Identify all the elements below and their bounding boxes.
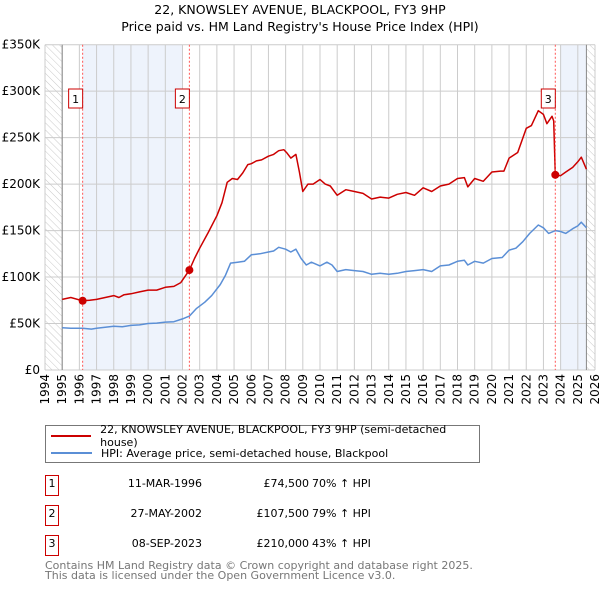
no-data-region	[45, 44, 63, 370]
sale-date: 27-MAY-2002	[130, 507, 202, 520]
footer-copyright: Contains HM Land Registry data © Crown c…	[45, 559, 473, 572]
sale-point	[551, 170, 560, 179]
x-tick-label: 2020	[485, 374, 499, 405]
x-tick-label: 2000	[141, 374, 155, 405]
x-tick-label: 2015	[399, 374, 413, 405]
sale-price: £210,000	[256, 537, 310, 550]
sale-date: 08-SEP-2023	[131, 537, 202, 550]
y-tick-label: £100K	[2, 270, 42, 284]
x-tick-label: 2003	[193, 374, 207, 405]
sale-hpi-change: 43% ↑ HPI	[312, 537, 371, 550]
x-tick-label: 2018	[451, 374, 465, 405]
x-tick-label: 2005	[227, 374, 241, 405]
sale-row: 3 08-SEP-2023 £210,000 43% ↑ HPI	[45, 535, 445, 557]
hpi-line	[62, 221, 587, 330]
sale-point	[185, 266, 194, 275]
x-tick-label: 2002	[176, 374, 190, 405]
x-tick-label: 2008	[279, 374, 293, 405]
x-tick-label: 2012	[347, 374, 361, 405]
x-tick-label: 1997	[90, 374, 104, 405]
sale-price: £74,500	[263, 477, 310, 490]
legend-label: HPI: Average price, semi-detached house,…	[101, 446, 389, 460]
x-tick-label: 1994	[38, 374, 52, 405]
legend-swatch-red	[51, 435, 92, 437]
sale-label-box	[68, 88, 84, 109]
x-tick-label: 2006	[244, 374, 258, 405]
x-tick-label: 2022	[519, 374, 533, 405]
sale-label: 3	[545, 93, 552, 106]
property-price-line	[62, 109, 588, 302]
chart-title: 22, KNOWSLEY AVENUE, BLACKPOOL, FY3 9HP	[154, 2, 446, 17]
sale-number-badge: 2	[45, 505, 59, 526]
shaded-period	[82, 44, 184, 370]
x-tick-label: 1998	[107, 374, 121, 405]
sale-label: 1	[72, 93, 79, 106]
y-tick-label: £150K	[2, 224, 42, 238]
no-data-region	[586, 44, 595, 370]
x-tick-label: 2011	[330, 374, 344, 405]
x-tick-label: 1995	[55, 374, 69, 405]
x-tick-label: 2025	[571, 374, 585, 405]
y-tick-label: £0	[25, 363, 40, 377]
sale-number-badge: 3	[45, 535, 59, 556]
footer-licence: This data is licensed under the Open Gov…	[45, 569, 396, 582]
legend-item-hpi: HPI: Average price, semi-detached house,…	[46, 445, 388, 461]
sale-hpi-change: 70% ↑ HPI	[312, 477, 371, 490]
x-tick-label: 2021	[502, 374, 516, 405]
x-tick-label: 2016	[416, 374, 430, 405]
x-tick-label: 2009	[296, 374, 310, 405]
chart-subtitle: Price paid vs. HM Land Registry's House …	[121, 19, 479, 34]
x-tick-label: 2004	[210, 374, 224, 405]
y-tick-label: £50K	[9, 317, 41, 331]
sale-label-box	[174, 88, 190, 109]
x-tick-label: 2007	[261, 374, 275, 405]
y-tick-label: £200K	[2, 177, 42, 191]
x-tick-label: 2001	[158, 374, 172, 405]
sale-row: 1 11-MAR-1996 £74,500 70% ↑ HPI	[45, 475, 445, 497]
sale-price: £107,500	[256, 507, 310, 520]
legend-label: 22, KNOWSLEY AVENUE, BLACKPOOL, FY3 9HP …	[100, 423, 447, 449]
x-tick-label: 1996	[72, 374, 86, 405]
legend-swatch-blue	[51, 452, 92, 454]
legend: 22, KNOWSLEY AVENUE, BLACKPOOL, FY3 9HP …	[45, 423, 480, 463]
sale-date: 11-MAR-1996	[127, 477, 202, 490]
sale-label-box	[540, 88, 556, 109]
y-tick-label: £350K	[2, 38, 42, 52]
y-tick-label: £300K	[2, 84, 42, 98]
sale-point	[78, 296, 87, 305]
x-tick-label: 2023	[536, 374, 550, 405]
shaded-period	[559, 44, 587, 370]
x-tick-label: 2014	[382, 374, 396, 405]
sale-number-badge: 1	[45, 475, 59, 496]
y-tick-label: £250K	[2, 131, 42, 145]
x-tick-label: 2010	[313, 374, 327, 405]
sale-hpi-change: 79% ↑ HPI	[312, 507, 371, 520]
x-tick-label: 2026	[588, 374, 600, 405]
sale-row: 2 27-MAY-2002 £107,500 79% ↑ HPI	[45, 505, 445, 527]
legend-item-property: 22, KNOWSLEY AVENUE, BLACKPOOL, FY3 9HP …	[46, 423, 479, 449]
x-tick-label: 2024	[554, 374, 568, 405]
x-tick-label: 2019	[468, 374, 482, 405]
sale-label: 2	[179, 93, 186, 106]
x-tick-label: 1999	[124, 374, 138, 405]
x-tick-label: 2013	[365, 374, 379, 405]
x-tick-label: 2017	[433, 374, 447, 405]
